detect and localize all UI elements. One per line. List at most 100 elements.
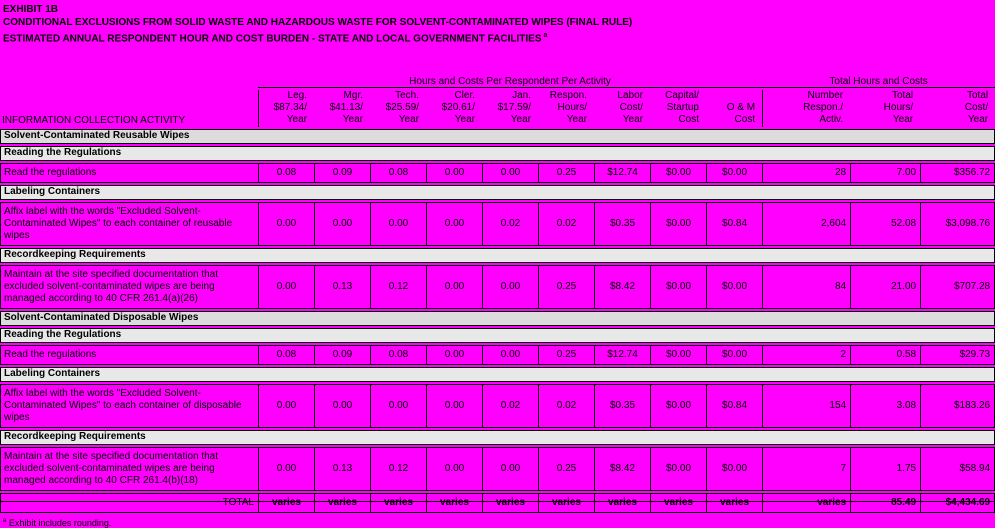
activity-label: Read the regulations — [0, 163, 258, 184]
cell-value: 7 — [762, 447, 851, 492]
cell-value: 154 — [762, 384, 851, 429]
cell-value: $58.94 — [920, 447, 995, 492]
column-header-mgr: Mgr. $41.13/Year — [329, 90, 363, 126]
cell-value: 0.00 — [258, 447, 314, 492]
table-row-subsection: Recordkeeping Requirements — [0, 430, 995, 446]
cell-value: varies — [650, 493, 706, 514]
cell-value: 2 — [762, 345, 851, 366]
cell-value: 0.13 — [314, 447, 370, 492]
cell-value: $12.74 — [594, 163, 650, 184]
group-header-per-respondent: Hours and Costs Per Respondent Per Activ… — [258, 75, 763, 89]
cell-value: 0.00 — [426, 345, 482, 366]
table-row-section: Solvent-Contaminated Disposable Wipes — [0, 311, 995, 327]
cell-value: $0.35 — [594, 202, 650, 247]
activity-label: Affix label with the words "Excluded Sol… — [0, 202, 258, 247]
cell-value: 0.00 — [426, 384, 482, 429]
column-header-labor-cost: Labor Cost/Year — [617, 90, 643, 126]
cell-value: 0.08 — [370, 345, 426, 366]
cell-value: 0.08 — [258, 345, 314, 366]
cell-value: 0.08 — [258, 163, 314, 184]
table-row-total: TOTAL varies varies varies varies varies varie… — [0, 493, 995, 514]
cell-value: 0.25 — [538, 265, 594, 310]
cell-value: 0.00 — [314, 384, 370, 429]
cell-value: varies — [370, 493, 426, 514]
exhibit-subtitle: CONDITIONAL EXCLUSIONS FROM SOLID WASTE … — [3, 17, 633, 28]
cell-value: varies — [258, 493, 314, 514]
column-header-number-respon: Number Respon./Activ. — [762, 90, 850, 128]
cell-value: varies — [482, 493, 538, 514]
cell-value: $8.42 — [594, 447, 650, 492]
table-row-data: Read the regulations 0.08 0.09 0.08 0.00 0.00… — [0, 345, 995, 366]
cell-value: 0.08 — [370, 163, 426, 184]
subsection-label: Recordkeeping Requirements — [0, 430, 995, 446]
cell-value: $356.72 — [920, 163, 995, 184]
column-header-tech: Tech. $25.59/Year — [385, 90, 419, 126]
cell-value: $183.26 — [920, 384, 995, 429]
cell-value: $4,434.69 — [920, 493, 995, 514]
cell-value: varies — [706, 493, 763, 514]
table-row-section: Solvent-Contaminated Reusable Wipes — [0, 129, 995, 145]
cell-value: 0.25 — [538, 447, 594, 492]
group-header-spacer — [0, 75, 258, 88]
cell-value: 0.00 — [314, 202, 370, 247]
subsection-label: Labeling Containers — [0, 185, 995, 201]
column-header-capital-startup: Capital/Startup Cost — [665, 90, 699, 126]
table-row-data: Affix label with the words "Excluded Sol… — [0, 384, 995, 429]
cell-value: varies — [314, 493, 370, 514]
column-header-total-cost: Total Cost/Year — [964, 90, 989, 126]
column-header-cler: Cler. $20.61/Year — [441, 90, 475, 126]
column-header-jan: Jan. $17.59/Year — [497, 90, 531, 126]
cell-value: $0.00 — [706, 265, 763, 310]
cell-value: $8.42 — [594, 265, 650, 310]
cell-value: 0.25 — [538, 345, 594, 366]
footnote: a Exhibit includes rounding. — [3, 518, 112, 528]
table-row-subsection: Labeling Containers — [0, 367, 995, 383]
cell-value: 85.49 — [850, 493, 921, 514]
column-header-respon-hours: Respon. Hours/Year — [549, 90, 587, 126]
table-row-data: Maintain at the site specified documenta… — [0, 447, 995, 492]
cell-value: 0.12 — [370, 447, 426, 492]
subsection-label: Reading the Regulations — [0, 328, 995, 344]
group-header-totals: Total Hours and Costs — [762, 75, 995, 89]
cell-value: $12.74 — [594, 345, 650, 366]
cell-value: 0.09 — [314, 345, 370, 366]
cell-value: $0.00 — [650, 163, 706, 184]
activity-label: Maintain at the site specified documenta… — [0, 447, 258, 492]
table-row-subsection: Recordkeeping Requirements — [0, 248, 995, 264]
activity-label: Maintain at the site specified documenta… — [0, 265, 258, 310]
cell-value: $0.84 — [706, 384, 763, 429]
cell-value: $0.00 — [706, 447, 763, 492]
column-header-om-cost: O & M Cost — [726, 102, 756, 126]
table-row-subsection: Reading the Regulations — [0, 328, 995, 344]
title-footnote-marker: a — [543, 32, 548, 39]
cell-value: 0.02 — [482, 384, 538, 429]
cell-value: varies — [538, 493, 594, 514]
section-label: Solvent-Contaminated Reusable Wipes — [0, 129, 995, 145]
cell-value: $0.00 — [650, 265, 706, 310]
table-row-data: Maintain at the site specified documenta… — [0, 265, 995, 310]
cell-value: $0.00 — [706, 345, 763, 366]
cell-value: $0.00 — [650, 384, 706, 429]
cell-value: $0.35 — [594, 384, 650, 429]
cell-value: 0.00 — [370, 384, 426, 429]
cell-value: varies — [762, 493, 851, 514]
cell-value: 0.00 — [258, 384, 314, 429]
table-row-data: Read the regulations 0.08 0.09 0.08 0.00 0.00… — [0, 163, 995, 184]
cell-value: 0.02 — [538, 202, 594, 247]
exhibit-subtitle-2: ESTIMATED ANNUAL RESPONDENT HOUR AND COS… — [3, 32, 548, 45]
cell-value: $0.00 — [650, 345, 706, 366]
cell-value: $29.73 — [920, 345, 995, 366]
cell-value: 0.58 — [850, 345, 921, 366]
exhibit-table: Hours and Costs Per Respondent Per Activ… — [0, 73, 995, 515]
cell-value: 21.00 — [850, 265, 921, 310]
cell-value: $0.00 — [650, 202, 706, 247]
cell-value: varies — [426, 493, 482, 514]
footnote-marker: a — [3, 518, 7, 525]
cell-value: 0.13 — [314, 265, 370, 310]
subsection-label: Reading the Regulations — [0, 146, 995, 162]
cell-value: 0.00 — [482, 447, 538, 492]
cell-value: 0.00 — [426, 265, 482, 310]
column-header-activity: INFORMATION COLLECTION ACTIVITY — [2, 115, 186, 127]
cell-value: 0.00 — [482, 265, 538, 310]
subsection-label: Labeling Containers — [0, 367, 995, 383]
